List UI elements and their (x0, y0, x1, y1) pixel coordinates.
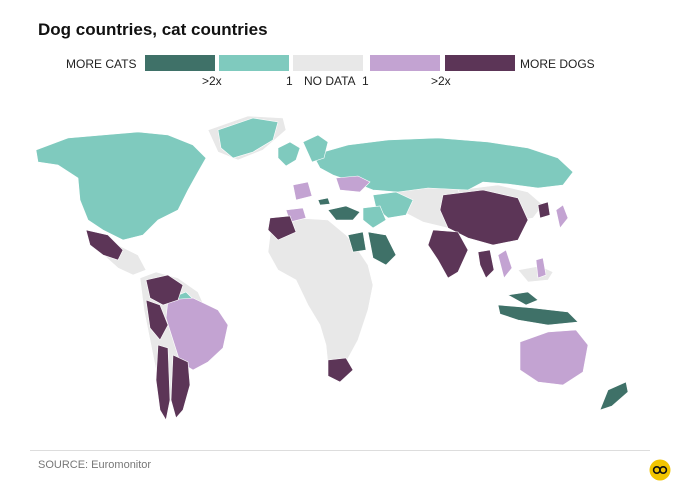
mexico-region (85, 229, 124, 261)
iran-region (362, 205, 387, 229)
legend-tick-cats-2x: >2x (202, 74, 222, 88)
ft-logo-icon (649, 459, 671, 481)
legend-tick-dogs-2x: >2x (431, 74, 451, 88)
austria-region (317, 197, 331, 206)
source-note: SOURCE: Euromonitor (38, 459, 152, 471)
thailand-region (477, 249, 495, 279)
land-cats-strong (317, 197, 629, 411)
legend-tick-dogs-1: 1 (362, 74, 369, 88)
world-map (35, 115, 629, 421)
legend-swatch-dogs (370, 55, 440, 71)
turkey-region (327, 205, 361, 221)
philippines-region (535, 257, 547, 279)
north-america-region (35, 131, 207, 241)
peru-region (145, 299, 169, 341)
south-korea-region (537, 201, 551, 219)
legend-tick-cats-1: 1 (286, 74, 293, 88)
land-cats (35, 117, 574, 307)
chile-region (155, 344, 171, 421)
footer-divider (30, 450, 650, 451)
legend-no-data-label: NO DATA (304, 74, 356, 88)
logo-ring-right (659, 466, 668, 475)
ukraine-region (335, 175, 371, 193)
malaysia-region (507, 291, 539, 306)
france-region (292, 181, 313, 201)
legend-swatch-dogs-strong (445, 55, 515, 71)
indonesia-region (497, 304, 579, 326)
saudi-arabia-region (367, 231, 397, 266)
australia-region (519, 329, 589, 386)
colombia-venezuela-region (145, 274, 184, 306)
png-region (517, 265, 554, 283)
legend-right-label: MORE DOGS (520, 57, 595, 71)
brazil-region (165, 297, 229, 371)
land-dogs-strong (85, 189, 551, 421)
legend-swatch-cats (219, 55, 289, 71)
legend-left-label: MORE CATS (66, 57, 137, 71)
legend-swatch-cats-strong (145, 55, 215, 71)
south-africa-region (327, 357, 354, 383)
land-dogs (165, 175, 589, 386)
egypt-region (347, 231, 367, 253)
vietnam-region (497, 249, 513, 279)
japan-region (555, 204, 569, 229)
uk-region (277, 141, 301, 167)
greenland-shape (217, 117, 279, 159)
scandinavia-region (302, 134, 329, 163)
morocco-algeria-region (267, 215, 297, 241)
legend-swatch-no-data (293, 55, 363, 71)
argentina-region (170, 354, 191, 419)
chart-title: Dog countries, cat countries (38, 20, 268, 39)
china-region (439, 189, 529, 246)
india-region (427, 229, 469, 279)
new-zealand-region (599, 381, 629, 411)
